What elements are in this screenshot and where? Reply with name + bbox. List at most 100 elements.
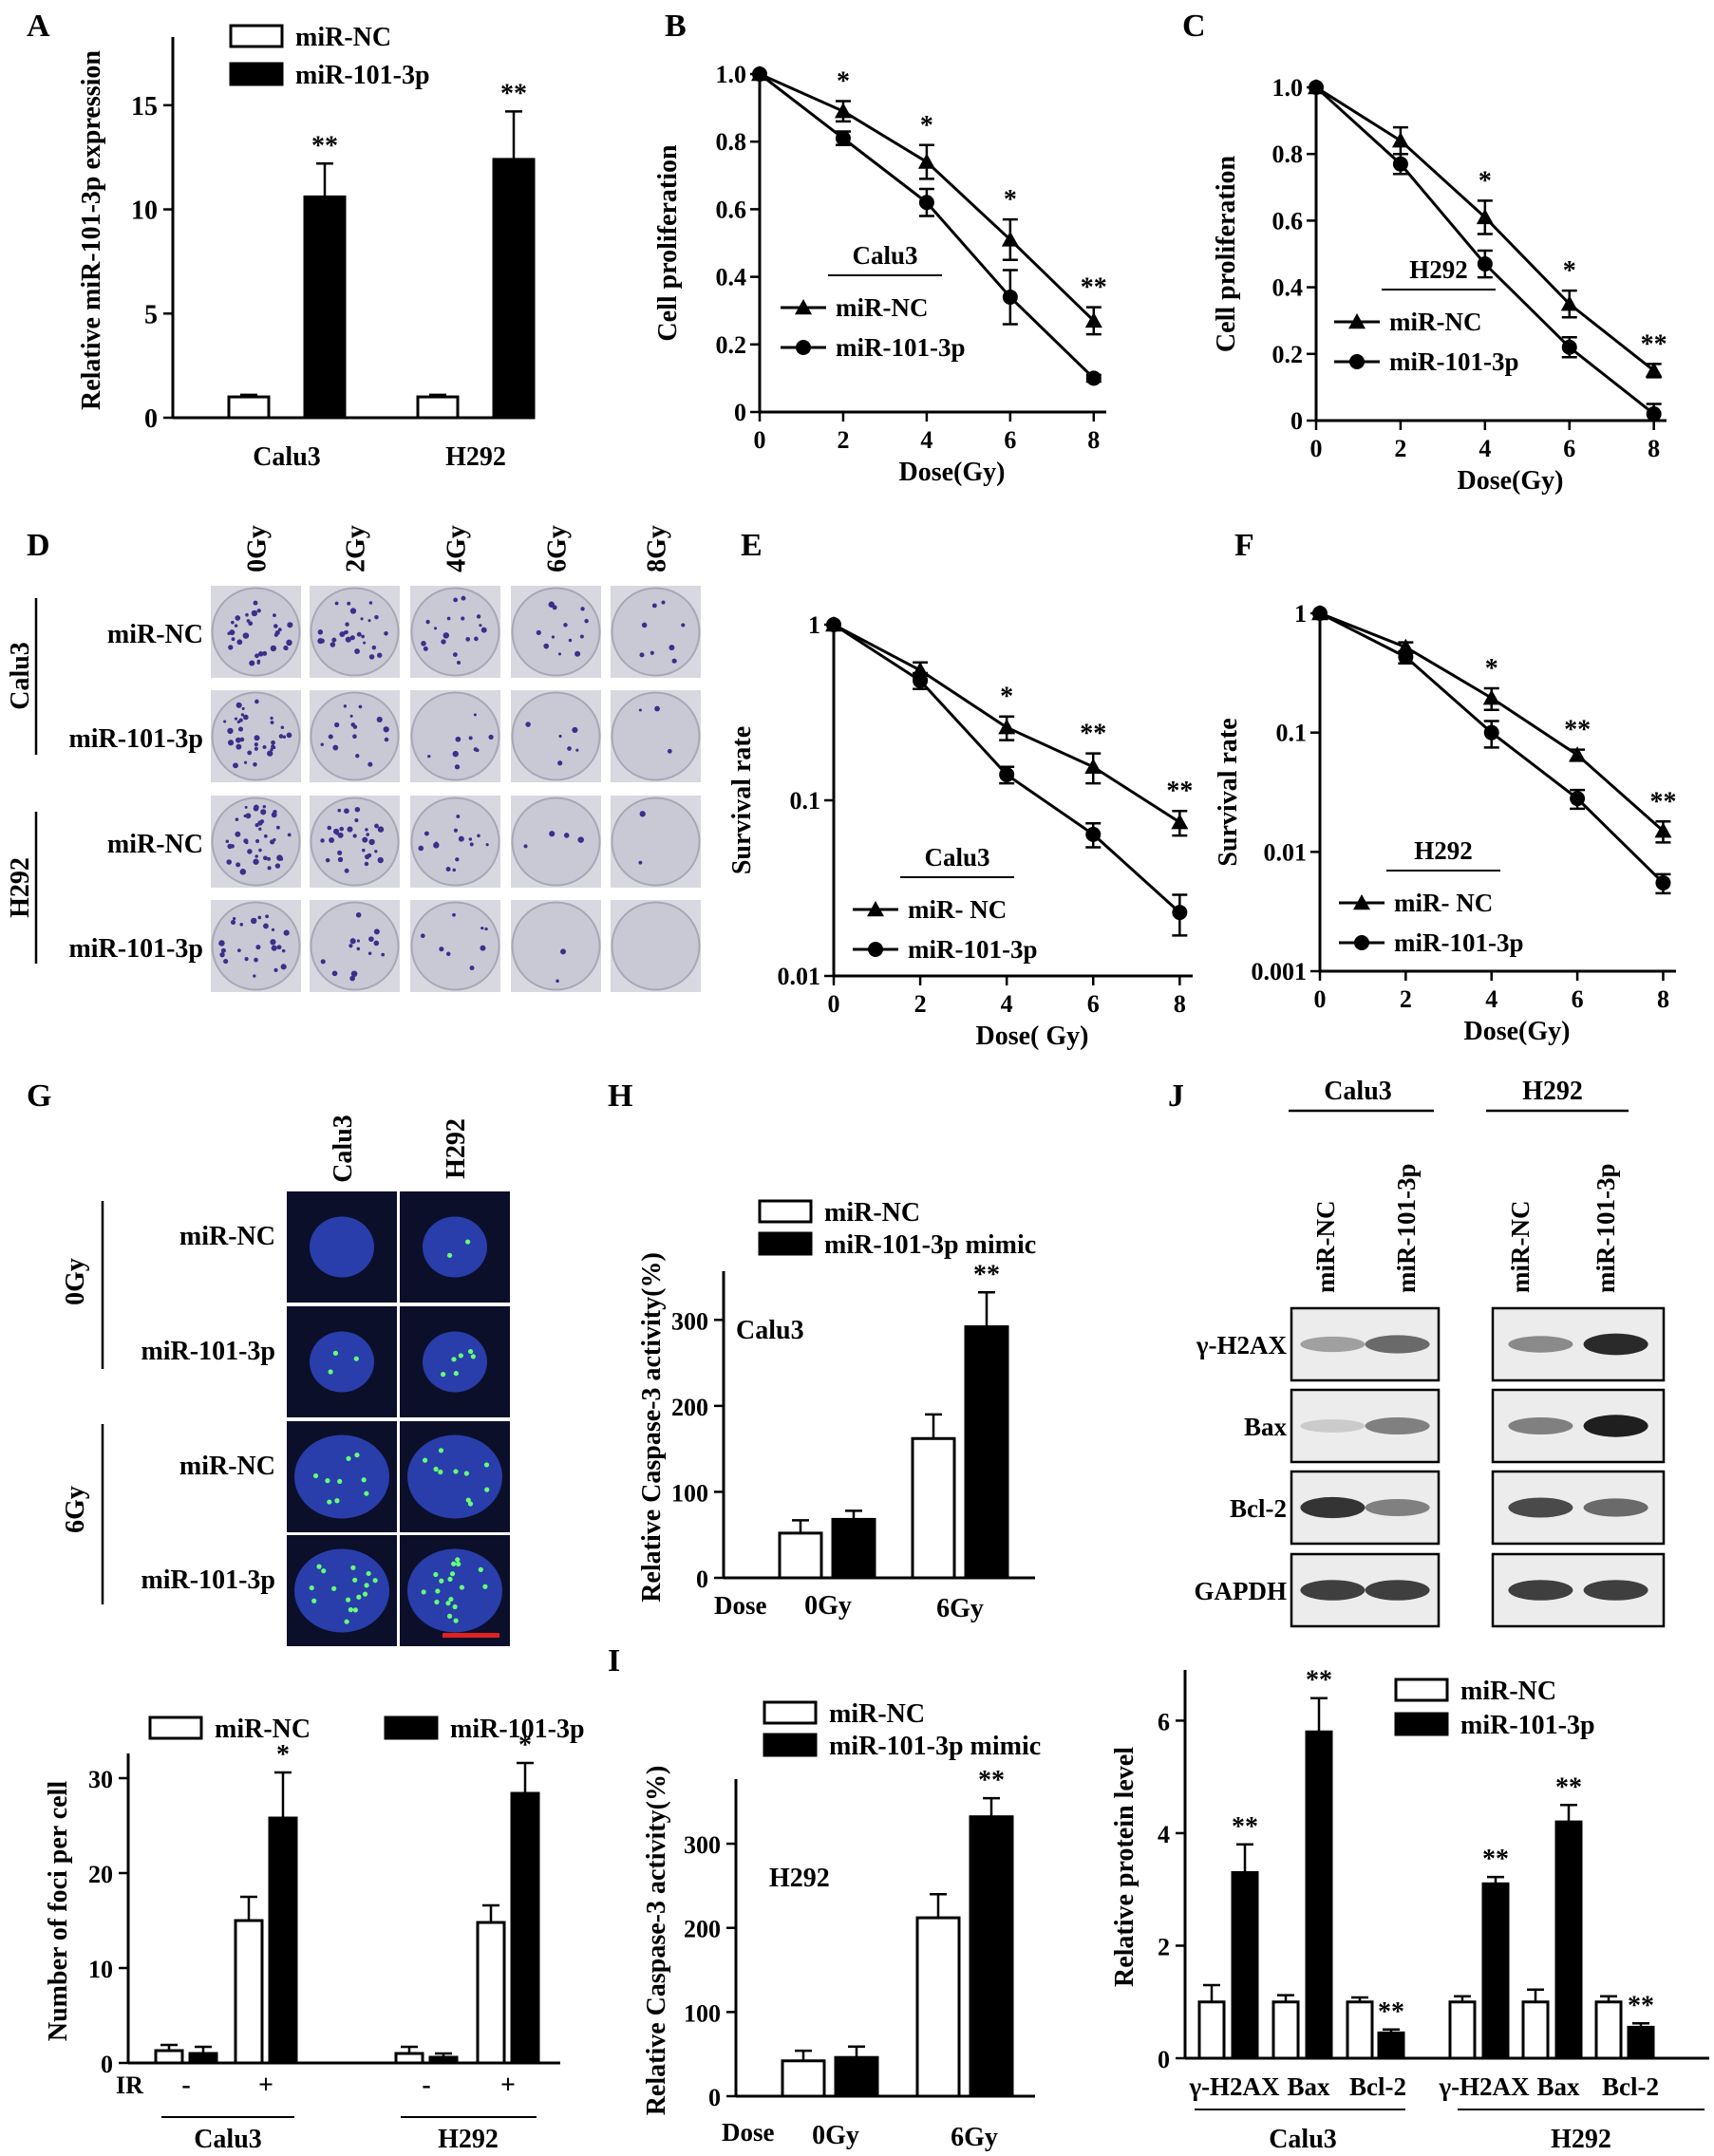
foci-image-panel: Calu3 H292 miR-NC miR-101-3p miR-NC miR-101-3…: [61, 1115, 510, 1646]
dose-column-label: 6Gy: [543, 525, 573, 572]
gamma-h2ax-focus: [316, 1564, 322, 1569]
protein-band: [1508, 1497, 1573, 1518]
colony-dot: [236, 948, 241, 953]
legend-swatch-mir-nc: [763, 1700, 818, 1725]
significance-mark: **: [1555, 1772, 1582, 1802]
colony-dot: [332, 744, 339, 751]
bar-mir-nc: [416, 395, 460, 420]
colony-dot: [355, 753, 360, 759]
y-tick-label: 100: [684, 1999, 721, 2027]
gamma-h2ax-focus: [439, 1578, 444, 1584]
point-mir-101-3p: [1172, 905, 1188, 921]
colony-dot: [584, 618, 589, 624]
bar-mir-nc: [1346, 2000, 1374, 2060]
colony-dot: [256, 609, 261, 613]
bar-mir-101-3p-mimic: [969, 1815, 1014, 2098]
culture-dish: [511, 691, 601, 781]
colony-dot: [244, 805, 248, 809]
y-tick-label: 0: [696, 1565, 708, 1593]
protein-band: [1300, 1580, 1366, 1601]
colony-dot: [474, 636, 479, 642]
colony-dot: [254, 735, 260, 741]
colony-dot: [354, 648, 360, 654]
colony-dot: [374, 614, 379, 620]
gamma-h2ax-focus: [446, 1613, 453, 1619]
gamma-h2ax-focus: [345, 1597, 351, 1603]
gamma-h2ax-focus: [433, 1571, 439, 1578]
panel-letter-g: G: [27, 1078, 51, 1114]
legend-title: Calu3: [852, 241, 917, 270]
colony-dot: [251, 917, 257, 925]
bar-mir-101-3p: [268, 1816, 298, 2065]
y-tick-label: 30: [88, 1766, 113, 1793]
blot-row-label: Bcl-2: [1230, 1494, 1287, 1523]
dose-label: Dose: [714, 1591, 767, 1620]
colony-dot: [317, 629, 324, 635]
colony-dot: [563, 833, 570, 838]
colony-dot: [325, 857, 330, 863]
point-mir-101-3p: [1477, 256, 1493, 272]
bar-mir-101-3p: [303, 195, 347, 420]
nucleus: [310, 1331, 374, 1393]
legend-label: miR-101-3p: [1394, 928, 1524, 957]
significance-mark: **: [1649, 787, 1676, 816]
blot-group-label: H292: [1522, 1077, 1583, 1106]
chart-g: 0 10 20 30 Number of foci per cell * * IR - + - + Ca…: [44, 1731, 560, 2154]
gamma-h2ax-focus: [482, 1584, 488, 1589]
y-tick-label: 10: [88, 1956, 113, 1983]
colony-dot: [453, 597, 459, 603]
colony-dot: [458, 835, 464, 842]
x-category-label: Bax: [1536, 2072, 1580, 2101]
gamma-h2ax-focus: [364, 1583, 369, 1588]
colony-dot: [651, 603, 657, 609]
colony-dot: [441, 639, 446, 645]
point-mir-101-3p: [913, 672, 929, 688]
legend-label-mir-nc: miR-NC: [215, 1715, 311, 1744]
gamma-h2ax-focus: [438, 1469, 443, 1475]
colony-dot: [344, 808, 349, 815]
colony-dot: [271, 812, 277, 818]
bar-mir-nc: [227, 395, 271, 420]
colony-dot: [270, 747, 273, 752]
colony-dot: [253, 858, 259, 865]
colony-dot: [667, 748, 672, 754]
legend-swatch-mir-nc: [758, 1199, 813, 1224]
colony-dot: [365, 853, 370, 860]
colony-dot: [356, 631, 362, 637]
gamma-h2ax-focus: [372, 1578, 378, 1584]
colony-dot: [223, 720, 227, 723]
colony-dot: [348, 944, 353, 948]
colony-dot: [427, 754, 431, 759]
ir-value: -: [422, 2071, 430, 2100]
y-axis-label: Survival rate: [727, 726, 757, 874]
culture-dish: [611, 587, 701, 677]
colony-dot: [525, 722, 531, 727]
colony-dot: [329, 837, 335, 843]
gamma-h2ax-focus: [478, 1566, 483, 1572]
legend-label-mir-101-3p-mimic: miR-101-3p mimic: [824, 1230, 1036, 1260]
colony-dot: [234, 717, 238, 721]
legend-label: miR-101-3p: [836, 333, 966, 362]
colony-dot: [377, 826, 385, 833]
colony-dot: [284, 647, 289, 650]
gamma-h2ax-focus: [423, 1457, 428, 1463]
colony-dot: [243, 760, 248, 764]
y-axis-label: Relative Caspase-3 activity(%): [637, 1252, 667, 1603]
colony-dot: [242, 714, 249, 721]
panel-letter-b: B: [665, 9, 687, 44]
protein-band: [1508, 1580, 1573, 1601]
bar-mir-nc: [234, 1919, 264, 2065]
colony-dot: [231, 637, 235, 642]
y-tick-label: 1: [808, 611, 820, 639]
colony-dot: [363, 641, 367, 645]
row-label: miR-101-3p: [141, 1337, 275, 1366]
point-mir-nc: [834, 103, 852, 119]
colony-dot: [364, 861, 369, 867]
protein-band: [1583, 1498, 1648, 1517]
colony-dot: [439, 947, 444, 952]
point-mir-101-3p: [1561, 339, 1577, 355]
colony-dot: [641, 622, 648, 628]
gamma-h2ax-focus: [331, 1585, 337, 1591]
gamma-h2ax-focus: [459, 1584, 465, 1590]
